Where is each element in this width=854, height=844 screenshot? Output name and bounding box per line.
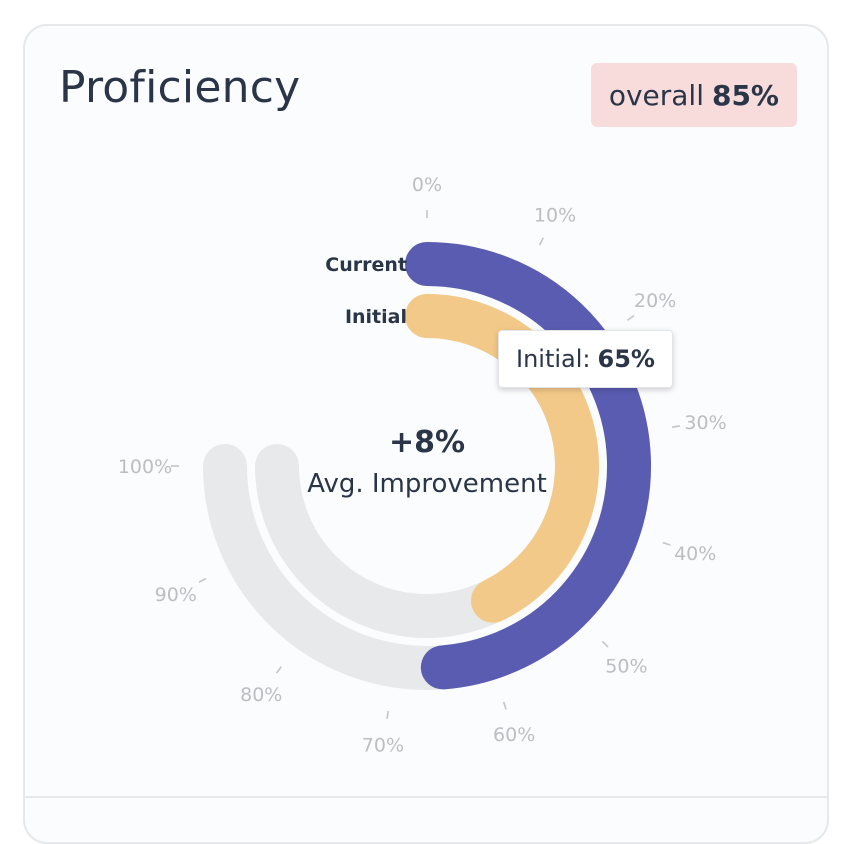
tick-mark xyxy=(662,541,671,546)
tick-label: 70% xyxy=(362,735,404,757)
center-value: +8% xyxy=(389,425,465,460)
badge-prefix: overall xyxy=(608,78,704,112)
tick-label: 40% xyxy=(674,543,716,565)
overall-badge: overall 85% xyxy=(590,63,797,127)
current-series-label: Current xyxy=(325,254,407,276)
center-label: Avg. Improvement xyxy=(307,469,547,499)
card-title: Proficiency xyxy=(59,62,301,113)
tick-mark xyxy=(198,577,207,583)
proficiency-card: Proficiency overall 85% xyxy=(23,24,829,844)
tick-label: 0% xyxy=(412,174,442,196)
tick-mark xyxy=(627,314,635,321)
gauge-ticks xyxy=(171,210,680,719)
tick-mark xyxy=(601,640,609,648)
tooltip-value: 65% xyxy=(597,345,655,373)
tick-mark xyxy=(386,710,389,719)
initial-bar[interactable] xyxy=(405,294,599,623)
radial-gauge-chart: 0% 10% 20% 30% 40% 50% 60% 70% 80% 90% 100% Curren… xyxy=(118,174,727,757)
tick-mark xyxy=(671,425,680,428)
tick-label: 50% xyxy=(605,655,647,677)
gauge-bars xyxy=(405,242,652,690)
current-bar[interactable] xyxy=(405,242,652,690)
gauge-tick-labels: 0% 10% 20% 30% 40% 50% 60% 70% 80% 90% 100% xyxy=(118,174,727,757)
initial-series-label: Initial xyxy=(345,306,407,328)
gauge-series-labels: Current Initial xyxy=(325,254,407,328)
card-divider xyxy=(25,796,827,798)
tick-label: 80% xyxy=(240,684,282,706)
tick-mark xyxy=(538,237,544,246)
tick-label: 90% xyxy=(155,584,197,606)
tick-label: 60% xyxy=(493,724,535,746)
tick-label: 10% xyxy=(534,205,576,227)
chart-tooltip: Initial: 65% xyxy=(498,330,673,388)
tick-label: 20% xyxy=(634,290,676,312)
tick-mark xyxy=(275,666,282,674)
tick-label: 30% xyxy=(684,412,726,434)
tick-mark xyxy=(502,701,507,710)
badge-value: 85% xyxy=(711,78,779,112)
tick-label: 100% xyxy=(118,456,172,478)
tooltip-label: Initial: xyxy=(516,345,591,373)
